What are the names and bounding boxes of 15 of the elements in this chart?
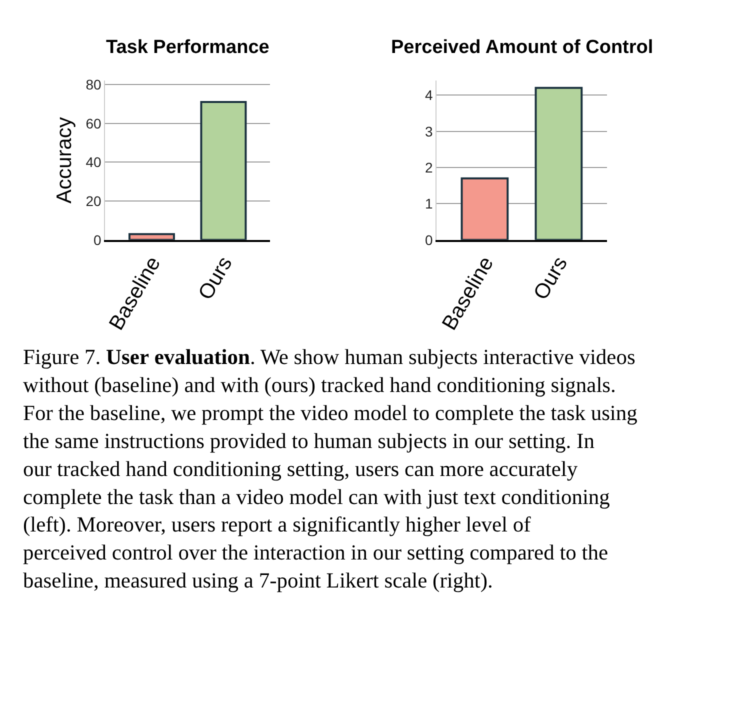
y-tick-label: 0 xyxy=(425,232,434,248)
y-tick-label: 2 xyxy=(425,159,434,176)
y-tick-label: 60 xyxy=(86,115,102,132)
y-axis-title: Accuracy xyxy=(52,116,76,204)
y-tick-label: 4 xyxy=(425,87,434,104)
y-tick-label: 3 xyxy=(425,123,434,140)
chart-title: Task Performance xyxy=(106,37,270,58)
chart-title: Perceived Amount of Control xyxy=(391,37,654,58)
y-tick-label: 80 xyxy=(86,76,102,92)
text: User evaluation xyxy=(106,345,250,369)
caption: Figure 7. xyxy=(23,345,101,369)
y-tick-label: 20 xyxy=(86,192,102,209)
y-tick-label: 40 xyxy=(86,154,102,170)
y-tick-label: 0 xyxy=(93,232,102,248)
y-tick-label: 1 xyxy=(425,196,434,212)
